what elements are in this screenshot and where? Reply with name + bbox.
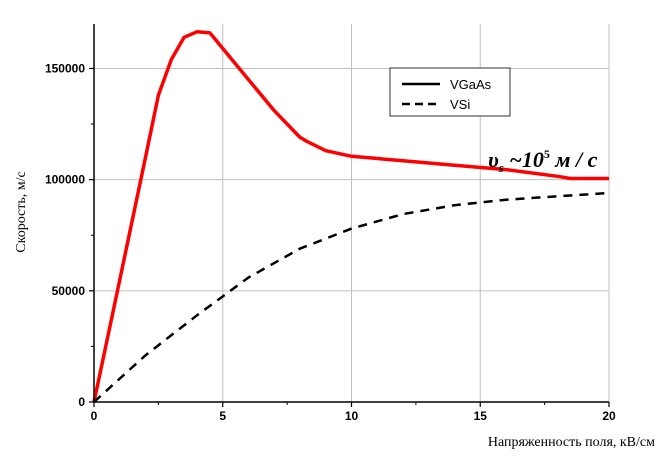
annotation-superscript: 5 xyxy=(544,147,550,161)
x-tick-label: 10 xyxy=(345,409,359,423)
y-tick-label: 0 xyxy=(78,395,85,409)
legend-label-vgaas: VGaAs xyxy=(450,77,492,92)
y-axis-title: Скорость, м/с xyxy=(14,171,29,252)
x-tick-label: 20 xyxy=(602,409,616,423)
legend-box xyxy=(389,67,511,117)
axes xyxy=(89,24,610,407)
series-line-vgaas xyxy=(92,30,609,403)
annotation-tilde: ~10 xyxy=(504,147,544,172)
x-tick-label: 5 xyxy=(219,409,226,423)
tick-labels: 0 5 10 15 20 0 50000 100000 150000 xyxy=(45,61,616,423)
annotation-subscript: s xyxy=(498,160,504,175)
plot-area xyxy=(92,30,610,403)
y-tick-label: 100000 xyxy=(45,173,85,187)
y-tick-label: 150000 xyxy=(45,61,85,75)
x-tick-label: 0 xyxy=(91,409,98,423)
annotation-base: υ xyxy=(488,147,499,172)
series-line-vsi xyxy=(93,191,610,403)
annotation-unit: м / с xyxy=(550,147,598,172)
x-tick-label: 15 xyxy=(474,409,488,423)
legend-label-vsi: VSi xyxy=(450,97,470,112)
y-tick-label: 50000 xyxy=(52,284,86,298)
saturation-velocity-annotation: υs ~105 м / с xyxy=(488,147,598,175)
grid xyxy=(94,24,610,402)
x-axis-title: Напряженность поля, кВ/см xyxy=(488,435,655,450)
legend: VGaAs VSi xyxy=(389,67,511,117)
